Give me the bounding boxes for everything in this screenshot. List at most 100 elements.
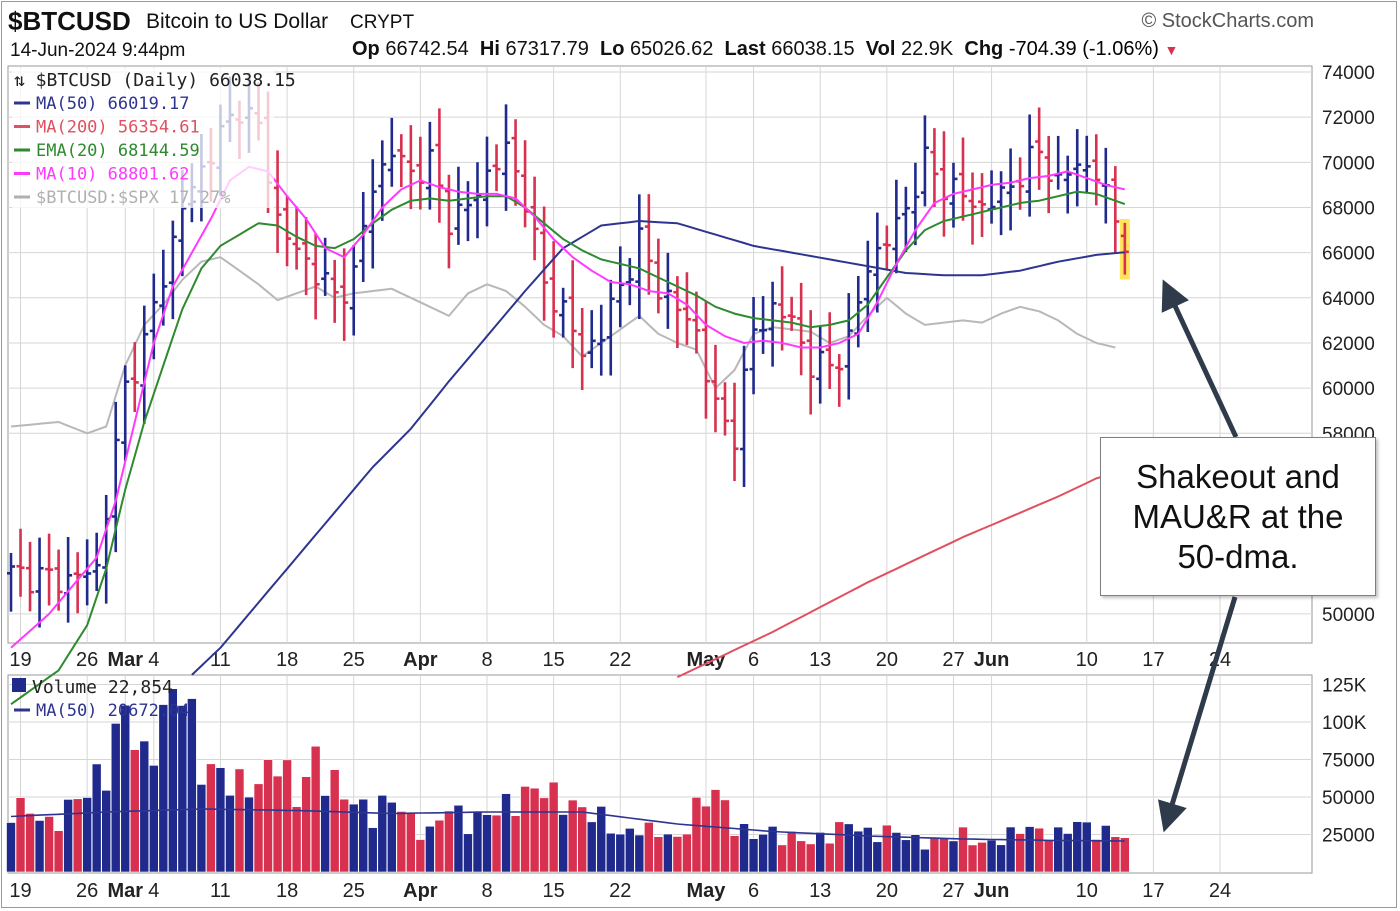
- volume-bar: [520, 786, 530, 873]
- volume-x-tick-label: May: [687, 880, 727, 902]
- ohlc-bar: [340, 248, 349, 341]
- volume-bar: [301, 776, 311, 873]
- ohlc-bar: [387, 117, 396, 187]
- volume-bar: [615, 833, 626, 873]
- volume-bar: [139, 740, 150, 873]
- volume-bar: [91, 763, 102, 873]
- ohlc-bar: [1006, 148, 1015, 231]
- ohlc-bar: [835, 354, 844, 407]
- volume-bar: [882, 824, 892, 873]
- annotation-line-1: Shakeout and: [1136, 457, 1340, 495]
- volume-bar: [939, 837, 949, 873]
- volume-bar: [367, 827, 378, 873]
- price-x-tick-label: 17: [1142, 649, 1164, 671]
- volume-bar: [291, 806, 302, 873]
- credit-label: © StockCharts.com: [1141, 10, 1314, 32]
- volume-bar: [786, 831, 797, 873]
- volume-bar: [187, 698, 197, 873]
- volume-bar: [1053, 826, 1063, 873]
- volume-bar: [120, 704, 131, 873]
- ohlc-bar: [130, 342, 139, 413]
- volume-bar: [929, 837, 940, 873]
- volume-tick-label: 75000: [1322, 751, 1375, 772]
- ohlc-bar: [673, 276, 682, 348]
- price-x-tick-label: 20: [876, 649, 898, 671]
- ohlc-bar: [1073, 129, 1082, 207]
- ohlc-bar: [568, 260, 577, 369]
- price-x-tick-label: 10: [1076, 649, 1098, 671]
- price-x-tick-label: 11: [210, 649, 231, 671]
- volume-bar: [539, 797, 549, 873]
- price-x-tick-label: 6: [748, 649, 759, 671]
- price-x-tick-label: 26: [76, 649, 98, 671]
- price-x-tick-label: 8: [481, 649, 492, 671]
- ohlc-bar: [483, 136, 491, 227]
- ohlc-bar: [654, 238, 663, 314]
- arrow-to-price: [1161, 279, 1239, 439]
- volume-x-tick-label: 11: [210, 880, 231, 902]
- ohlc-bar: [302, 217, 311, 296]
- volume-bar: [510, 815, 521, 873]
- volume-bar: [910, 834, 921, 873]
- volume-x-tick-label: 18: [276, 880, 298, 902]
- volume-bar: [1110, 836, 1121, 873]
- ohlc-bar: [168, 220, 177, 320]
- ohlc-bar: [26, 541, 35, 612]
- volume-bar: [377, 795, 388, 873]
- volume-bar: [986, 839, 997, 873]
- volume-legend-entry: MA(50) 20672.04: [36, 701, 190, 721]
- ohlc-bar: [635, 194, 644, 320]
- volume-bar: [815, 832, 826, 873]
- volume-bar: [891, 832, 902, 873]
- ohlc-bar: [930, 128, 939, 207]
- ohlc-bar: [816, 325, 825, 404]
- price-tick-label: 62000: [1322, 334, 1375, 355]
- ohlc-bar: [778, 266, 787, 351]
- volume-bar: [624, 828, 635, 873]
- ohlc-bar: [368, 159, 377, 269]
- price-legend-entry: MA(50) 66019.17: [36, 94, 190, 114]
- volume-bar: [320, 795, 330, 873]
- volume-bar: [358, 798, 369, 873]
- volume-x-tick-label: 17: [1142, 880, 1164, 902]
- volume-bar: [6, 822, 16, 873]
- price-tick-label: 68000: [1322, 198, 1375, 219]
- volume-bar: [244, 796, 254, 873]
- volume-bar: [586, 821, 597, 873]
- volume-bar: [996, 844, 1006, 873]
- ohlc-bar: [273, 150, 282, 253]
- volume-bar: [1072, 821, 1083, 873]
- price-legend-entry: $BTCUSD:$SPX 17.27%: [36, 188, 230, 208]
- price-x-tick-label: 15: [543, 649, 565, 671]
- ohlc-bar: [749, 297, 758, 395]
- ohlc-bar: [892, 179, 901, 274]
- volume-bar: [1062, 833, 1073, 873]
- ohlc-bar: [616, 246, 625, 328]
- volume-bar: [824, 842, 835, 873]
- volume-bar: [386, 801, 397, 873]
- price-legend-entry: MA(10) 68801.62: [36, 165, 190, 185]
- ma200-line: [676, 469, 1126, 679]
- annotation-line-3: 50-dma.: [1177, 537, 1299, 575]
- volume-bar: [634, 834, 645, 873]
- volume-bar: [901, 839, 911, 873]
- price-legend-entry: MA(200) 56354.61: [36, 118, 200, 138]
- volume-bar: [491, 814, 502, 873]
- volume-bar: [577, 806, 588, 873]
- ohlc-bar: [454, 166, 463, 245]
- volume-x-tick-label: Apr: [403, 880, 438, 902]
- volume-x-tick-label: 10: [1076, 880, 1098, 902]
- ohlc-bar: [663, 252, 672, 329]
- price-legend-entry: EMA(20) 68144.59: [36, 141, 200, 161]
- ma50-line: [191, 220, 1125, 676]
- volume-ma50-line: [10, 808, 1125, 842]
- volume-bar: [958, 826, 968, 873]
- ohlc-bar: [559, 287, 568, 338]
- volume-bar: [644, 822, 654, 873]
- open-value: 66742.54: [385, 38, 469, 60]
- ohlc-bar: [978, 173, 987, 238]
- volume-bar: [1005, 826, 1016, 873]
- volume-tick-label: 50000: [1322, 788, 1375, 809]
- volume-bar: [567, 799, 578, 873]
